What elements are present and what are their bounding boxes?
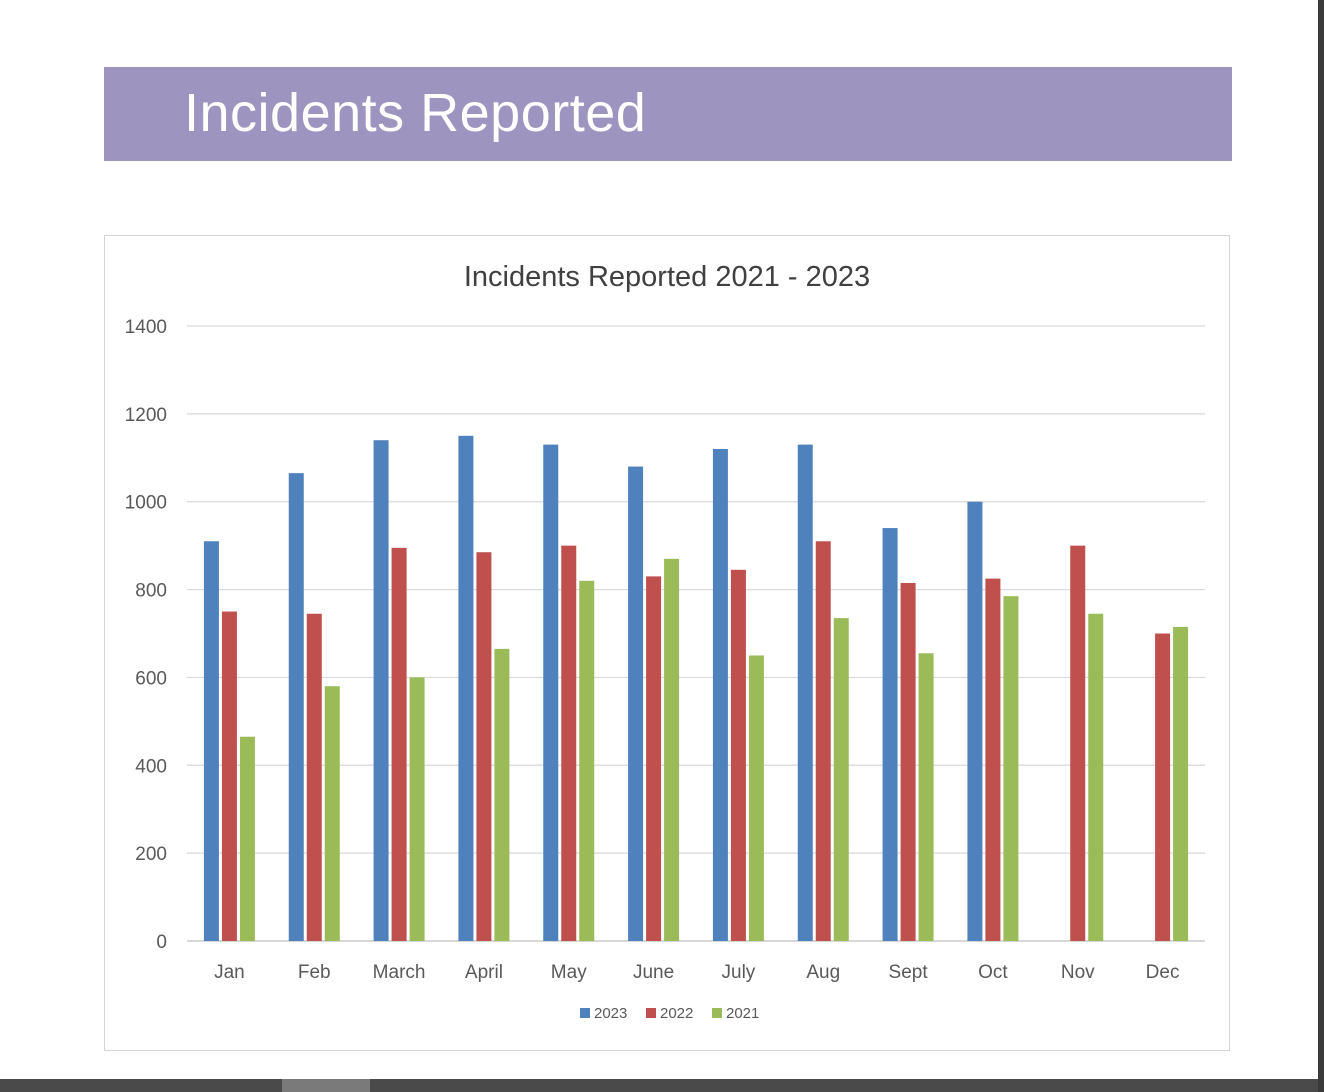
legend: 2023 2022 2021 — [580, 1005, 759, 1022]
header-banner: Incidents Reported — [104, 67, 1232, 161]
legend-label-2022: 2022 — [660, 1005, 693, 1022]
bar-2023-March — [373, 440, 389, 941]
bar-2021-Aug — [833, 618, 849, 941]
x-tick-label: April — [465, 962, 503, 983]
legend-swatch-2023 — [580, 1008, 590, 1018]
y-tick-label: 1400 — [125, 317, 167, 338]
y-tick-label: 200 — [135, 844, 167, 865]
bar-2022-Feb — [306, 613, 322, 941]
x-tick-label: Dec — [1146, 962, 1180, 983]
bar-2021-April — [494, 648, 510, 941]
x-tick-label: July — [722, 962, 756, 983]
bar-2023-Sept — [882, 528, 898, 941]
y-tick-label: 600 — [135, 668, 167, 689]
bar-2022-Sept — [900, 582, 916, 941]
scrollbar-thumb[interactable] — [282, 1079, 370, 1092]
bar-2022-July — [730, 569, 746, 941]
bars — [203, 435, 1189, 941]
bar-2023-May — [543, 444, 559, 941]
bottom-scrollbar[interactable] — [0, 1079, 1324, 1092]
chart-frame: Incidents Reported 2021 - 2023 0 200 400 60… — [104, 235, 1230, 1051]
y-tick-label: 1000 — [125, 493, 167, 514]
x-tick-label: Oct — [978, 962, 1008, 983]
bar-2021-June — [664, 558, 680, 941]
bar-2021-July — [748, 655, 764, 941]
bar-2023-Aug — [797, 444, 813, 941]
legend-label-2023: 2023 — [594, 1005, 627, 1022]
x-tick-label: May — [551, 962, 587, 983]
legend-swatch-2021 — [712, 1008, 722, 1018]
bar-2021-Dec — [1173, 626, 1189, 941]
y-tick-label: 0 — [156, 932, 167, 953]
bar-2022-June — [646, 576, 662, 941]
bar-2021-Sept — [918, 653, 934, 941]
x-tick-label: Aug — [806, 962, 840, 983]
legend-label-2021: 2021 — [726, 1005, 759, 1022]
bar-2023-Jan — [203, 541, 219, 941]
x-axis-tick-labels: Jan Feb March April May June July Aug Sept Oct Nov… — [214, 962, 1179, 983]
bar-2023-Oct — [967, 501, 983, 941]
bar-2021-Nov — [1088, 613, 1104, 941]
bar-2022-Nov — [1070, 545, 1086, 941]
chart-title: Incidents Reported 2021 - 2023 — [464, 261, 870, 293]
bar-2022-Jan — [221, 611, 237, 941]
bar-2021-Jan — [239, 736, 255, 941]
x-tick-label: Sept — [889, 962, 929, 983]
y-tick-label: 800 — [135, 581, 167, 602]
y-tick-label: 400 — [135, 756, 167, 777]
x-tick-label: March — [373, 962, 426, 983]
gridlines — [187, 325, 1205, 942]
x-tick-label: June — [633, 962, 674, 983]
x-tick-label: Feb — [298, 962, 331, 983]
bar-2022-Aug — [815, 541, 831, 941]
bar-2021-March — [409, 677, 425, 941]
bar-2022-April — [476, 552, 492, 941]
x-tick-label: Nov — [1061, 962, 1095, 983]
bar-2021-Oct — [1003, 596, 1019, 941]
bar-2021-May — [579, 580, 595, 941]
bar-2023-April — [458, 435, 474, 941]
bar-2022-Dec — [1155, 633, 1171, 941]
bar-2023-July — [712, 449, 728, 941]
bar-chart: Incidents Reported 2021 - 2023 0 200 400 60… — [125, 261, 1205, 1022]
x-tick-label: Jan — [214, 962, 245, 983]
bar-2022-Oct — [985, 578, 1001, 941]
y-axis-tick-labels: 0 200 400 600 800 1000 1200 1400 — [125, 317, 167, 953]
bar-2023-Feb — [288, 473, 304, 941]
bar-2021-Feb — [324, 686, 340, 941]
window-edge — [1318, 0, 1324, 1092]
bar-2023-June — [628, 466, 644, 941]
page-title: Incidents Reported — [184, 83, 647, 143]
bar-2022-May — [561, 545, 577, 941]
legend-swatch-2022 — [646, 1008, 656, 1018]
bar-2022-March — [391, 547, 407, 941]
y-tick-label: 1200 — [125, 405, 167, 426]
